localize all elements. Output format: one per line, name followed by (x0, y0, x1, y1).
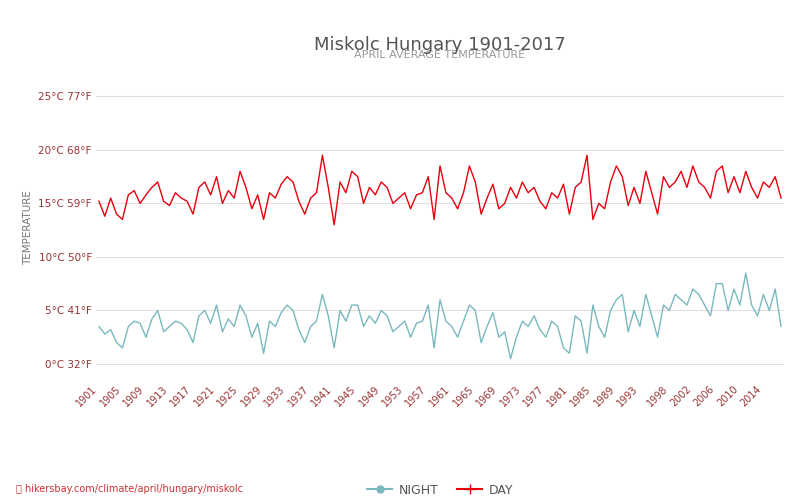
Y-axis label: TEMPERATURE: TEMPERATURE (22, 190, 33, 265)
Title: Miskolc Hungary 1901-2017: Miskolc Hungary 1901-2017 (314, 36, 566, 54)
Legend: NIGHT, DAY: NIGHT, DAY (362, 479, 518, 500)
Text: 📍 hikersbay.com/climate/april/hungary/miskolc: 📍 hikersbay.com/climate/april/hungary/mi… (16, 484, 243, 494)
Text: APRIL AVERAGE TEMPERATURE: APRIL AVERAGE TEMPERATURE (354, 50, 526, 59)
